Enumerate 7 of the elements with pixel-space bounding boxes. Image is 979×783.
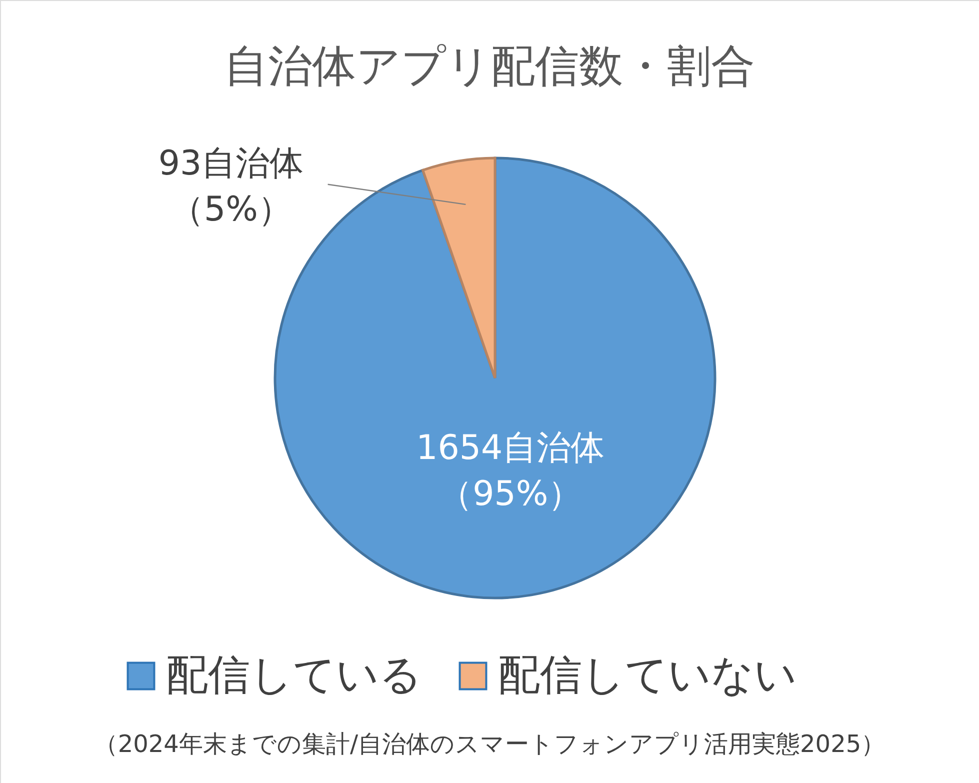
data-label: 1654自治体（95%） [416, 428, 605, 514]
data-label: 93自治体（5%） [158, 144, 304, 230]
pie-slice [422, 156, 496, 380]
legend-label: 配信している [166, 650, 422, 699]
chart-title: 自治体アプリ配信数・割合 [224, 41, 755, 92]
text: （2024年末までの集計/自治体のスマートフォンアプリ活用実態2025） [94, 730, 886, 758]
legend-label: 配信していない [498, 650, 797, 699]
